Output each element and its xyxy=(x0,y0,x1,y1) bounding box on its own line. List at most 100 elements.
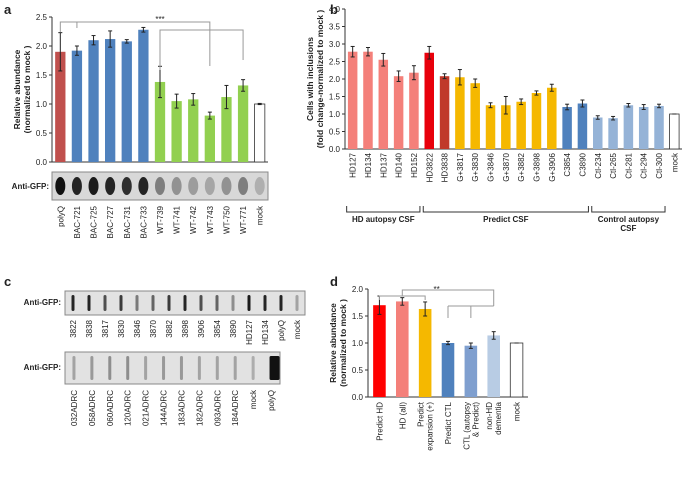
x-tick-label: G+3898 xyxy=(532,152,541,181)
bar xyxy=(363,51,373,150)
x-tick-label: HD152 xyxy=(410,152,419,177)
x-tick-label: G+3882 xyxy=(517,152,526,181)
x-tick-label: G+3870 xyxy=(502,152,511,181)
y-tick-label: 1.5 xyxy=(329,93,341,102)
y-tick-label: 0.5 xyxy=(36,129,48,138)
bar xyxy=(608,118,618,149)
panel-label: a xyxy=(4,2,12,17)
x-tick-label: BAC-731 xyxy=(123,205,132,238)
group-bracket xyxy=(591,206,666,213)
significance-bracket xyxy=(59,21,244,70)
x-tick-label: Ctl-294 xyxy=(640,152,649,178)
bar xyxy=(138,29,149,163)
y-tick-label: 0.5 xyxy=(352,366,364,375)
y-tick-label: 3.0 xyxy=(329,40,341,49)
panel-label: b xyxy=(330,2,338,17)
blot-band xyxy=(238,177,249,195)
x-tick-label: Ctl-300 xyxy=(655,152,664,178)
x-tick-label: HD137 xyxy=(379,152,388,177)
x-tick-label: G+3906 xyxy=(548,152,557,181)
bar xyxy=(509,342,524,398)
significance-label: ** xyxy=(433,285,439,294)
bar xyxy=(347,51,358,150)
lane-label: 032ADRC xyxy=(70,390,79,426)
blot-band xyxy=(72,356,76,380)
x-tick-label: HD134 xyxy=(364,152,373,177)
bar xyxy=(88,40,99,163)
bar xyxy=(485,105,496,149)
group-label: CSF xyxy=(620,224,636,233)
blot-band xyxy=(233,356,237,380)
x-tick-label: C3854 xyxy=(563,152,572,176)
bar xyxy=(396,301,409,397)
x-tick-label: BAC-721 xyxy=(73,205,82,238)
lane-label: 093ADRC xyxy=(213,390,222,426)
x-tick-label: mock xyxy=(256,205,265,225)
bar xyxy=(171,101,182,162)
group-bracket xyxy=(346,206,421,213)
x-tick-label: HD3838 xyxy=(441,152,450,182)
bar xyxy=(188,99,199,162)
x-tick-label: Predict HD xyxy=(375,402,384,441)
blot-band xyxy=(231,295,235,311)
blot-label: Anti-GFP: xyxy=(24,363,61,372)
blot-band xyxy=(90,356,94,380)
blot-band xyxy=(171,177,182,195)
lane-label: 183ADRC xyxy=(177,390,186,426)
blot-band xyxy=(138,177,149,195)
bar xyxy=(516,101,526,149)
x-tick-label: WT-743 xyxy=(206,205,215,234)
blot-band xyxy=(119,295,123,311)
y-tick-label: 3.5 xyxy=(329,23,341,32)
x-tick-label: G+3817 xyxy=(456,152,465,181)
bar xyxy=(154,81,166,162)
blot-band xyxy=(126,356,130,380)
bar xyxy=(221,97,232,162)
bar xyxy=(441,343,455,397)
bar xyxy=(455,77,465,149)
bar xyxy=(593,117,603,149)
blot-band xyxy=(204,177,215,195)
blot-strip xyxy=(64,351,281,385)
x-tick-label: expansion (+) xyxy=(426,402,435,451)
x-tick-label: polyQ xyxy=(56,206,65,227)
y-tick-label: 2.0 xyxy=(36,42,48,51)
y-tick-label: 1.0 xyxy=(352,339,364,348)
y-tick-label: 0.0 xyxy=(352,393,364,402)
blot-band xyxy=(251,356,255,380)
x-tick-label: Ctl-265 xyxy=(609,152,618,178)
bar xyxy=(393,76,404,149)
lane-label: 060ADRC xyxy=(106,390,115,426)
x-tick-label: HD140 xyxy=(395,152,404,177)
y-axis-label: (normalized to mock ) xyxy=(22,45,32,133)
y-tick-label: 1.0 xyxy=(329,110,341,119)
bar xyxy=(424,52,434,149)
blot-band xyxy=(263,295,267,311)
blot-band xyxy=(221,177,232,195)
x-tick-label: WT-739 xyxy=(156,205,165,234)
lane-label: 3854 xyxy=(213,319,222,337)
blot-band xyxy=(215,295,219,311)
blot-band xyxy=(295,295,299,311)
x-tick-label: Predict xyxy=(417,401,426,427)
y-tick-label: 1.5 xyxy=(352,312,364,321)
blot-band xyxy=(151,295,155,311)
bar xyxy=(237,85,249,162)
blot-band xyxy=(188,177,199,195)
bar xyxy=(254,103,266,163)
x-tick-label: BAC-725 xyxy=(90,205,99,238)
y-tick-label: 4.0 xyxy=(329,5,341,14)
blot-band xyxy=(179,356,183,380)
lane-label: HD134 xyxy=(261,319,270,344)
x-tick-label: Predict CTL xyxy=(444,401,453,444)
blot-band xyxy=(247,295,251,311)
y-tick-label: 0.0 xyxy=(36,158,48,167)
lane-label: 3898 xyxy=(181,319,190,337)
x-tick-label: BAC-733 xyxy=(139,205,148,238)
group-bracket xyxy=(422,206,589,213)
panel-label: c xyxy=(4,274,11,289)
y-tick-label: 2.5 xyxy=(36,13,48,22)
blot-band xyxy=(199,295,203,311)
lane-label: 3870 xyxy=(149,319,158,337)
